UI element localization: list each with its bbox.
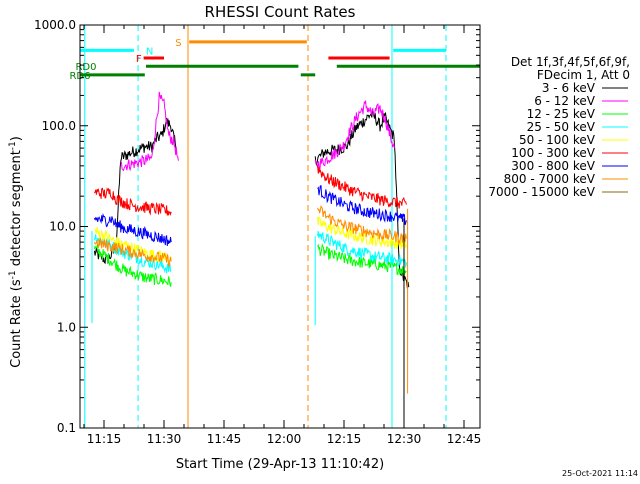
y-axis-label-sup2: -1 xyxy=(8,141,18,150)
series-5-segment-1 xyxy=(317,165,407,209)
x-tick-label-4: 12:15 xyxy=(327,432,362,446)
legend-label-7: 800 - 7000 keV xyxy=(504,172,596,186)
flag-n-label: N xyxy=(146,46,153,57)
legend-label-1: 6 - 12 keV xyxy=(534,94,596,108)
legend-label-3: 25 - 50 keV xyxy=(527,120,596,134)
y-tick-label-0: 0.1 xyxy=(57,421,76,435)
legend-label-2: 12 - 25 keV xyxy=(527,107,596,121)
series-6-segment-1 xyxy=(317,184,407,226)
flag-f-label: F xyxy=(136,54,142,65)
legend-label-8: 7000 - 15000 keV xyxy=(488,185,595,199)
x-tick-label-6: 12:45 xyxy=(447,432,482,446)
legend-header-line1: Det 1f,3f,4f,5f,6f,9f, xyxy=(511,55,630,69)
series-5-segment-0 xyxy=(93,187,172,217)
legend-label-4: 50 - 100 keV xyxy=(519,133,596,147)
legend-header-line2: FDecim 1, Att 0 xyxy=(537,68,630,82)
series-1-segment-0 xyxy=(120,91,179,172)
x-tick-label-3: 12:00 xyxy=(267,432,302,446)
series-3-segment-1 xyxy=(317,230,407,268)
x-tick-label-1: 11:30 xyxy=(147,432,182,446)
y-axis-label-sup1: -1 xyxy=(8,270,18,279)
y-axis-label: Count Rate (s-1 detector segment-1) xyxy=(8,136,24,368)
series-6-segment-0 xyxy=(93,213,172,247)
y-axis-label-end: ) xyxy=(9,136,24,141)
legend-label-0: 3 - 6 keV xyxy=(542,81,596,95)
chart-title: RHESSI Count Rates xyxy=(205,3,356,21)
x-axis-label: Start Time (29-Apr-13 11:10:42) xyxy=(176,457,384,472)
series-0-segment-1 xyxy=(314,109,410,289)
y-axis-label-mid: detector segment xyxy=(9,150,24,270)
y-tick-label-4: 1000.0 xyxy=(34,18,76,32)
y-tick-label-2: 10.0 xyxy=(49,220,76,234)
y-tick-label-1: 1.0 xyxy=(57,320,76,334)
series-2-segment-0 xyxy=(93,243,172,287)
series-7-segment-0 xyxy=(93,237,172,268)
x-tick-label-2: 11:45 xyxy=(207,432,242,446)
y-axis-label-main: Count Rate (s xyxy=(9,279,24,368)
series-7-segment-1 xyxy=(317,205,407,245)
legend-label-6: 300 - 800 keV xyxy=(511,159,595,173)
timestamp: 25-Oct-2021 11:14 xyxy=(562,469,638,478)
axes-layer: 11:15 11:30 11:45 12:00 12:15 12:30 12:45 0.1 1.… xyxy=(34,18,481,446)
series-layer xyxy=(91,91,410,421)
lines-layer xyxy=(84,25,447,428)
x-tick-label-0: 11:15 xyxy=(87,432,122,446)
legend-label-5: 100 - 300 keV xyxy=(511,146,595,160)
legend: Det 1f,3f,4f,5f,6f,9f, FDecim 1, Att 0 3… xyxy=(488,55,630,199)
y-tick-label-3: 100.0 xyxy=(42,119,76,133)
flag-rd0-label: RD0 xyxy=(75,62,96,73)
flag-s-label: S xyxy=(175,38,181,49)
series-4-segment-1 xyxy=(317,216,407,250)
x-tick-label-5: 12:30 xyxy=(387,432,422,446)
series-1-segment-1 xyxy=(314,100,395,170)
